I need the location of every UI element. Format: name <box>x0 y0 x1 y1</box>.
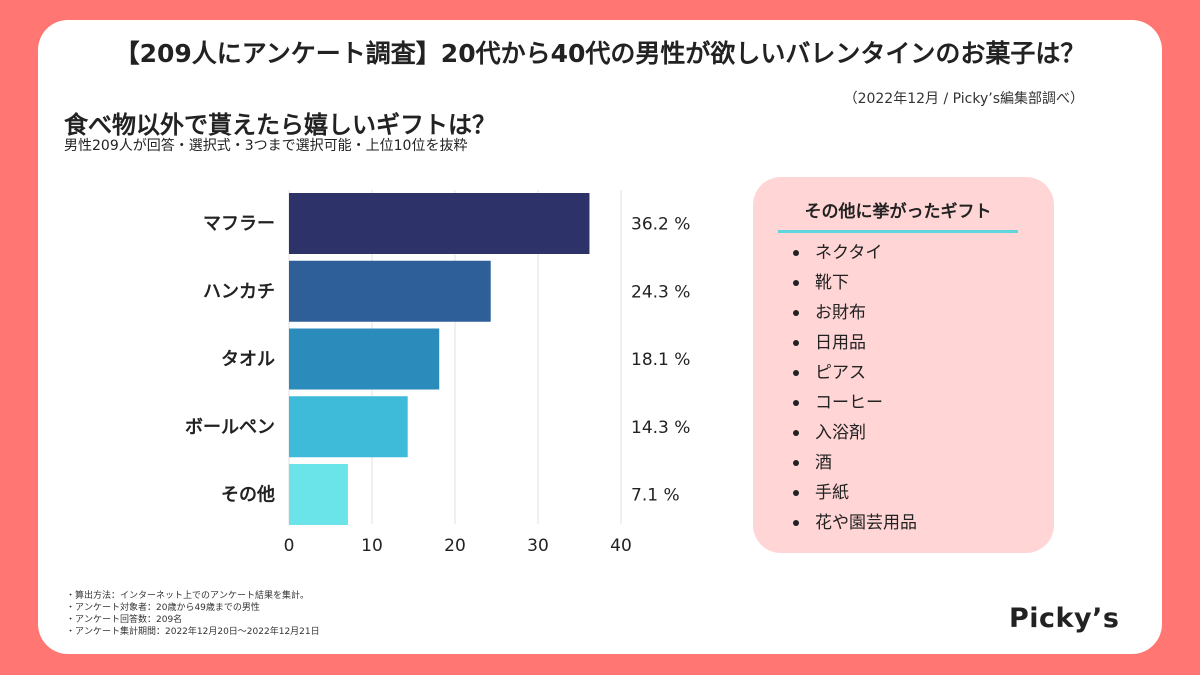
bullet-icon <box>793 400 799 406</box>
chart-title: 食べ物以外で貰えたら嬉しいギフトは？ <box>64 111 496 139</box>
source-note: （2022年12月 / Picky’s編集部調べ） <box>843 91 1084 107</box>
other-gift-label: 入浴剤 <box>815 423 866 443</box>
other-gift-label: ピアス <box>815 363 866 383</box>
bar <box>289 396 408 458</box>
other-gift-label: 日用品 <box>815 333 866 353</box>
bullet-icon <box>793 250 799 256</box>
bullet-icon <box>793 430 799 436</box>
other-gift-label: ネクタイ <box>815 243 883 263</box>
chart-subtitle: 男性209人が回答・選択式・3つまで選択可能・上位10位を抜粋 <box>64 138 468 154</box>
other-gift-item: 花や園芸用品 <box>793 508 917 538</box>
category-label: ハンカチ <box>203 281 275 302</box>
value-label: 24.3 % <box>631 282 690 302</box>
other-gift-item: 靴下 <box>793 268 917 298</box>
other-gift-label: お財布 <box>815 303 866 323</box>
bullet-icon <box>793 310 799 316</box>
bar <box>289 260 491 322</box>
category-label: マフラー <box>203 214 275 235</box>
bullet-icon <box>793 370 799 376</box>
page-title: 【209人にアンケート調査】20代から40代の男性が欲しいバレンタインのお菓子は… <box>114 39 1086 68</box>
note-line: ・アンケート回答数：209名 <box>66 615 183 625</box>
survey-notes: ・算出方法：インターネット上でのアンケート結果を集計。 ・アンケート対象者：20歳… <box>66 590 320 638</box>
other-gift-item: 入浴剤 <box>793 418 917 448</box>
other-gift-item: 日用品 <box>793 328 917 358</box>
value-label: 18.1 % <box>631 350 690 370</box>
other-gifts-list: ネクタイ靴下お財布日用品ピアスコーヒー入浴剤酒手紙花や園芸用品 <box>793 238 917 538</box>
other-gift-item: ピアス <box>793 358 917 388</box>
value-label: 7.1 % <box>631 486 680 506</box>
bullet-icon <box>793 520 799 526</box>
category-label: ボールペン <box>185 417 275 438</box>
other-gift-label: 靴下 <box>815 273 849 293</box>
other-gift-item: ネクタイ <box>793 238 917 268</box>
other-gift-item: 手紙 <box>793 478 917 508</box>
other-gift-item: コーヒー <box>793 388 917 418</box>
x-tick-label: 20 <box>444 536 466 556</box>
value-label: 14.3 % <box>631 418 690 438</box>
category-label: タオル <box>221 349 275 370</box>
other-gift-label: 酒 <box>815 453 832 473</box>
bar <box>289 328 440 390</box>
note-line: ・算出方法：インターネット上でのアンケート結果を集計。 <box>66 591 310 601</box>
x-tick-label: 10 <box>361 536 383 556</box>
other-gift-item: 酒 <box>793 448 917 478</box>
x-tick-label: 30 <box>527 536 549 556</box>
other-gift-label: コーヒー <box>815 393 883 413</box>
note-line: ・アンケート集計期間：2022年12月20日〜2022年12月21日 <box>66 627 320 637</box>
x-tick-label: 40 <box>610 536 632 556</box>
value-label: 36.2 % <box>631 215 690 235</box>
bar <box>289 193 590 254</box>
other-gifts-title: その他に挙がったギフト <box>778 197 1018 233</box>
bullet-icon <box>793 460 799 466</box>
other-gift-label: 手紙 <box>815 483 849 503</box>
picky-logo: Picky’s <box>1009 603 1120 634</box>
other-gifts-panel <box>753 177 1054 553</box>
note-line: ・アンケート対象者：20歳から49歳までの男性 <box>66 603 260 613</box>
other-gift-item: お財布 <box>793 298 917 328</box>
category-label: その他 <box>221 484 275 506</box>
other-gift-label: 花や園芸用品 <box>815 513 917 533</box>
bullet-icon <box>793 340 799 346</box>
bullet-icon <box>793 280 799 286</box>
x-tick-label: 0 <box>284 536 295 556</box>
bullet-icon <box>793 490 799 496</box>
bar <box>289 464 348 525</box>
